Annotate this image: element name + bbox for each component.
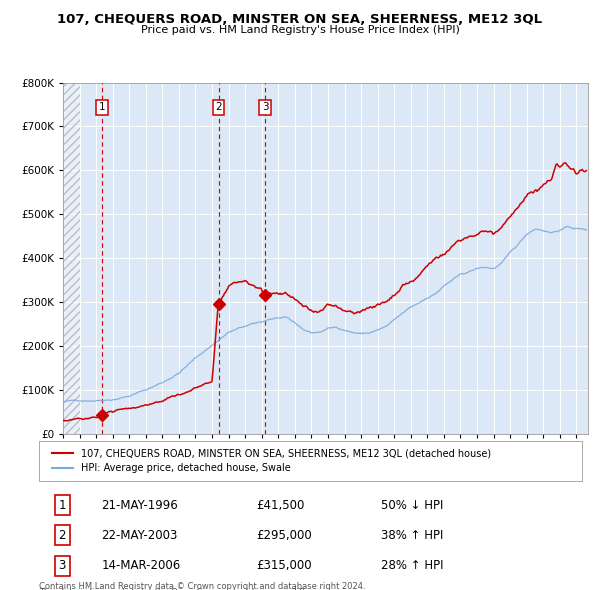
- Text: £295,000: £295,000: [256, 529, 312, 542]
- Bar: [63, 83, 80, 434]
- Bar: [63, 83, 80, 434]
- Text: £41,500: £41,500: [256, 499, 305, 512]
- Text: 50% ↓ HPI: 50% ↓ HPI: [381, 499, 443, 512]
- Text: 38% ↑ HPI: 38% ↑ HPI: [381, 529, 443, 542]
- Text: 2: 2: [59, 529, 66, 542]
- Text: 1: 1: [99, 102, 106, 112]
- Text: 28% ↑ HPI: 28% ↑ HPI: [381, 559, 443, 572]
- Text: This data is licensed under the Open Government Licence v3.0.: This data is licensed under the Open Gov…: [39, 588, 307, 590]
- Text: 3: 3: [59, 559, 66, 572]
- Text: 22-MAY-2003: 22-MAY-2003: [101, 529, 178, 542]
- Text: 21-MAY-1996: 21-MAY-1996: [101, 499, 178, 512]
- Text: 1: 1: [59, 499, 66, 512]
- Legend: 107, CHEQUERS ROAD, MINSTER ON SEA, SHEERNESS, ME12 3QL (detached house), HPI: A: 107, CHEQUERS ROAD, MINSTER ON SEA, SHEE…: [48, 444, 495, 477]
- Text: 14-MAR-2006: 14-MAR-2006: [101, 559, 181, 572]
- Text: Price paid vs. HM Land Registry's House Price Index (HPI): Price paid vs. HM Land Registry's House …: [140, 25, 460, 35]
- Text: £315,000: £315,000: [256, 559, 312, 572]
- Text: Contains HM Land Registry data © Crown copyright and database right 2024.: Contains HM Land Registry data © Crown c…: [39, 582, 365, 590]
- Text: 3: 3: [262, 102, 268, 112]
- Text: 2: 2: [215, 102, 222, 112]
- Text: 107, CHEQUERS ROAD, MINSTER ON SEA, SHEERNESS, ME12 3QL: 107, CHEQUERS ROAD, MINSTER ON SEA, SHEE…: [58, 13, 542, 26]
